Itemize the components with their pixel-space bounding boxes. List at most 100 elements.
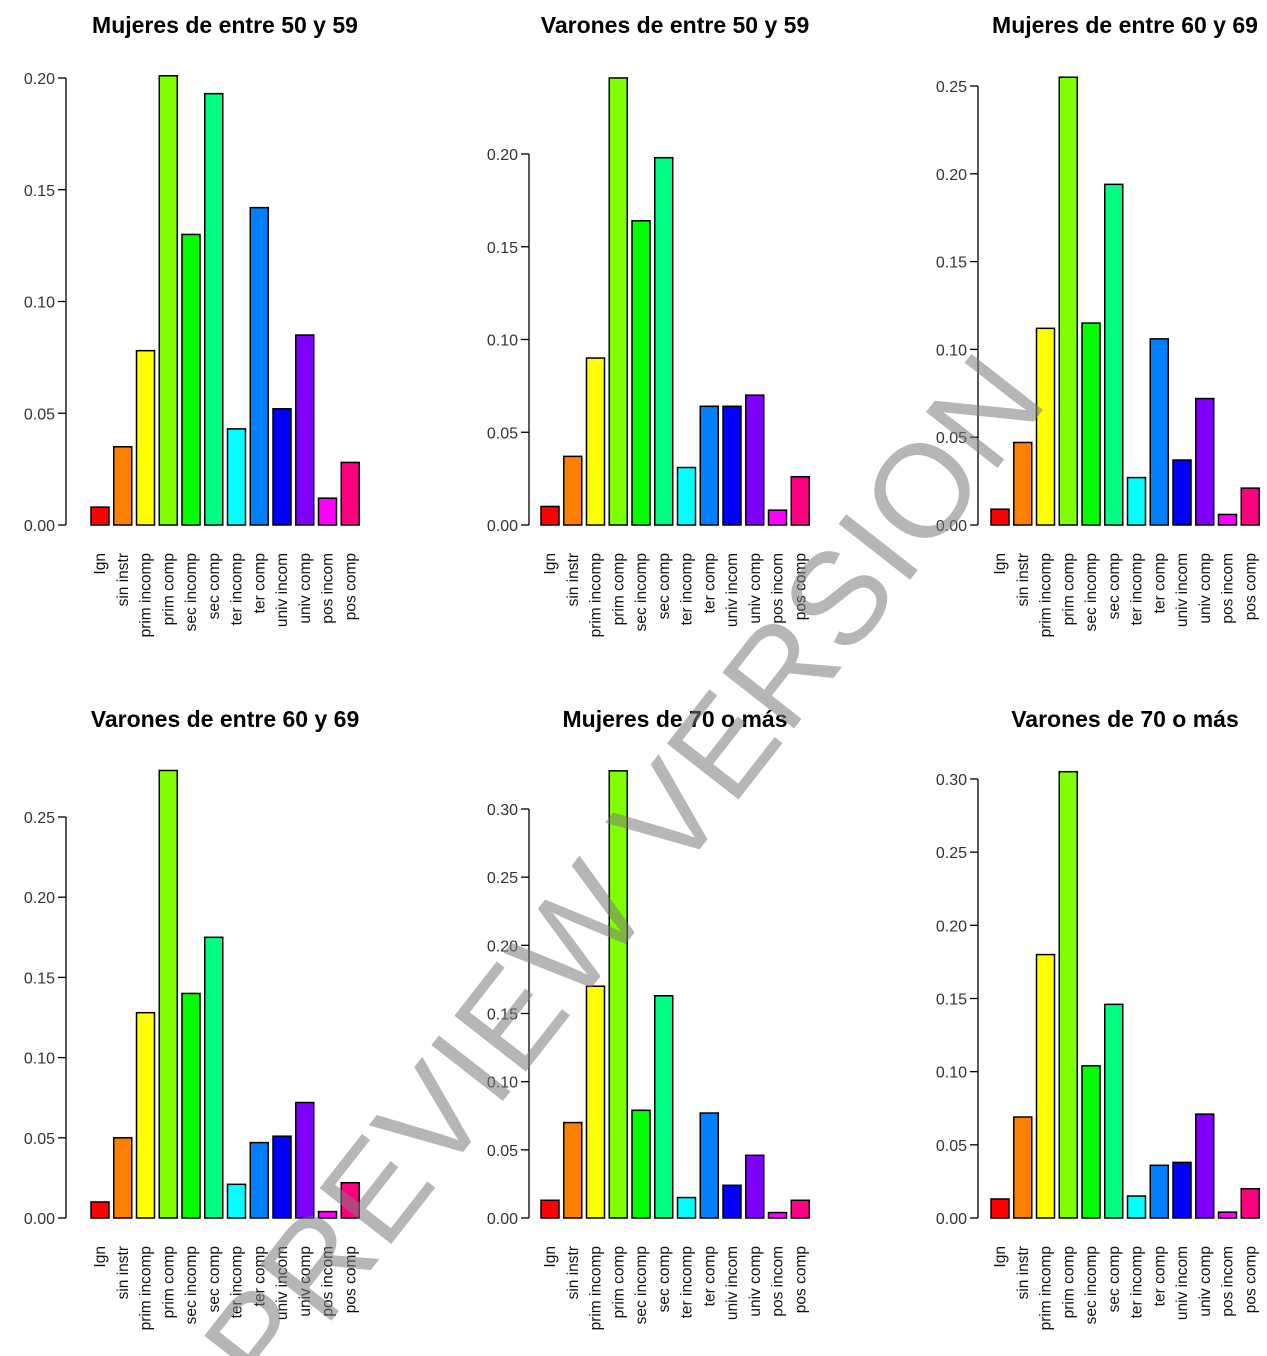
x-tick-label: sec incomp xyxy=(183,1246,200,1324)
x-tick-label: ter incomp xyxy=(229,1246,246,1318)
y-tick-label: 0.15 xyxy=(24,183,55,200)
bar xyxy=(608,77,628,526)
bar xyxy=(249,1141,269,1219)
chart-title: Varones de entre 60 y 69 xyxy=(91,706,360,732)
chart-title: Mujeres de entre 60 y 69 xyxy=(992,12,1258,38)
x-tick-label: pos incom xyxy=(1220,553,1237,624)
bar xyxy=(1013,441,1033,526)
bar xyxy=(1035,953,1056,1219)
bar xyxy=(1172,1161,1192,1219)
y-tick-label: 0.05 xyxy=(487,425,518,442)
bar xyxy=(181,233,201,526)
y-tick-label: 0.05 xyxy=(487,1143,518,1160)
y-tick-label: 0.05 xyxy=(936,1138,967,1155)
bar xyxy=(722,1184,742,1219)
bar xyxy=(226,1183,247,1219)
bar xyxy=(90,506,110,526)
x-tick-label: sin instr xyxy=(1015,1246,1032,1299)
bar xyxy=(563,455,583,526)
bar xyxy=(272,1135,292,1219)
x-tick-label: sin instr xyxy=(115,1246,132,1299)
chart-panel: Mujeres de entre 50 y 59 0.00 0.05 0.10 0.15… xyxy=(24,12,360,637)
x-tick-label: Ign xyxy=(992,553,1009,575)
y-tick-label: 0.00 xyxy=(487,518,518,535)
bar xyxy=(1035,327,1056,526)
x-tick-label: prim incomp xyxy=(588,1246,605,1330)
chart-title: Varones de 70 o más xyxy=(1011,706,1239,732)
x-tick-label: prim incomp xyxy=(588,553,605,637)
x-tick-label: sin instr xyxy=(1015,553,1032,606)
y-tick-label: 0.00 xyxy=(24,1211,55,1228)
y-tick-label: 0.05 xyxy=(24,406,55,423)
y-tick-label: 0.05 xyxy=(936,430,967,447)
x-tick-label: pos comp xyxy=(1242,553,1259,620)
bar xyxy=(1126,476,1147,526)
x-tick-label: ter comp xyxy=(701,553,718,613)
x-tick-label: univ incom xyxy=(724,553,741,627)
x-tick-label: Ign xyxy=(92,553,109,575)
bar xyxy=(1217,1211,1238,1219)
x-tick-label: pos comp xyxy=(792,553,809,620)
x-tick-label: sec comp xyxy=(206,553,223,619)
bar xyxy=(540,505,560,526)
x-tick-label: prim comp xyxy=(160,553,177,625)
x-tick-label: prim comp xyxy=(610,1246,627,1318)
y-tick-label: 0.25 xyxy=(487,870,518,887)
y-tick-label: 0.15 xyxy=(936,255,967,272)
bar xyxy=(790,1199,810,1219)
bar xyxy=(317,1210,338,1219)
y-tick-label: 0.10 xyxy=(936,342,967,359)
x-tick-label: prim incomp xyxy=(138,553,155,637)
x-tick-label: pos incom xyxy=(320,553,337,624)
y-tick-label: 0.05 xyxy=(24,1131,55,1148)
x-tick-label: ter comp xyxy=(251,553,268,613)
x-tick-label: sec comp xyxy=(1106,1246,1123,1312)
x-tick-label: ter comp xyxy=(701,1246,718,1306)
bar xyxy=(1058,770,1078,1219)
x-tick-label: sec incomp xyxy=(1083,1246,1100,1324)
x-tick-label: univ comp xyxy=(747,553,764,624)
x-tick-label: ter incomp xyxy=(1129,1246,1146,1318)
x-tick-label: sec comp xyxy=(1106,553,1123,619)
y-tick-label: 0.15 xyxy=(936,992,967,1009)
x-tick-label: univ incom xyxy=(274,553,291,627)
bar xyxy=(113,1137,133,1219)
bar xyxy=(1013,1116,1033,1219)
bar xyxy=(204,936,224,1219)
y-tick-label: 0.10 xyxy=(487,1075,518,1092)
bar xyxy=(1240,487,1260,526)
bar xyxy=(295,1101,315,1219)
x-tick-label: sin instr xyxy=(565,1246,582,1299)
bar xyxy=(1081,322,1101,526)
bar xyxy=(340,1181,360,1219)
bar xyxy=(563,1121,583,1219)
y-tick-label: 0.25 xyxy=(936,79,967,96)
x-tick-label: univ incom xyxy=(1174,1246,1191,1320)
y-tick-label: 0.00 xyxy=(936,1211,967,1228)
bar xyxy=(181,992,201,1219)
chart-panel: Mujeres de 70 o más 0.00 0.05 0.10 0.15 0.20 0… xyxy=(487,706,810,1330)
bar xyxy=(317,497,338,526)
bar xyxy=(745,394,765,526)
chart-panel: Varones de entre 60 y 69 0.00 0.05 0.10 0.15… xyxy=(24,706,360,1330)
bar xyxy=(340,461,360,526)
bar xyxy=(608,770,628,1219)
x-tick-label: sec incomp xyxy=(183,553,200,631)
bar xyxy=(1126,1195,1147,1219)
bar xyxy=(1058,76,1078,526)
x-tick-label: pos incom xyxy=(770,1246,787,1317)
x-tick-label: prim comp xyxy=(1060,553,1077,625)
y-tick-label: 0.25 xyxy=(24,810,55,827)
bar xyxy=(1240,1187,1260,1219)
y-tick-label: 0.20 xyxy=(24,890,55,907)
bar xyxy=(1104,183,1124,526)
x-tick-label: ter incomp xyxy=(679,1246,696,1318)
x-tick-label: Ign xyxy=(542,1246,559,1268)
x-tick-label: univ comp xyxy=(297,553,314,624)
bar xyxy=(767,1211,788,1219)
bar xyxy=(699,405,719,526)
bar xyxy=(540,1199,560,1219)
bar xyxy=(676,1196,697,1219)
